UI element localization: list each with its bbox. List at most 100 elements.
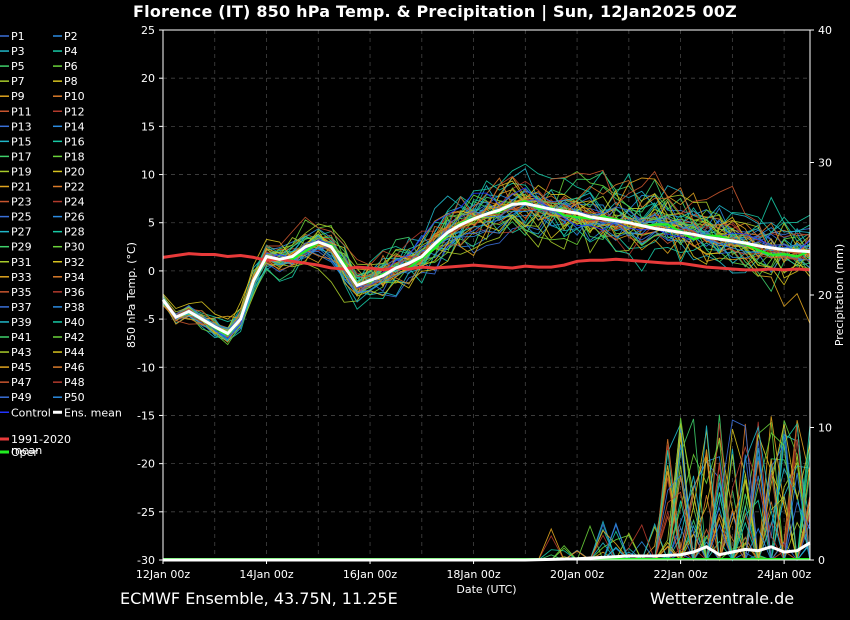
legend-label: P20 [64,165,85,178]
x-tick-label: 22Jan 00z [653,568,707,581]
legend-label: P29 [11,241,32,254]
legend-label: P25 [11,211,32,224]
y-tick-label: 15 [141,120,155,133]
legend-label: P43 [11,346,32,359]
x-tick-label: 20Jan 00z [550,568,604,581]
legend-label: P24 [64,196,85,209]
legend-label: P38 [64,301,85,314]
legend-label: P22 [64,181,85,194]
y2-axis-label: Precipitation (mm) [833,244,846,346]
legend-label: P27 [11,226,32,239]
legend-label: P46 [64,361,85,374]
legend-label: P47 [11,376,32,389]
legend-label: P48 [64,376,85,389]
legend-label: P30 [64,241,85,254]
x-tick-label: 14Jan 00z [239,568,293,581]
legend-label: P12 [64,105,85,118]
x-tick-label: 12Jan 00z [136,568,190,581]
y-tick-label: 10 [141,169,155,182]
legend-label: P41 [11,331,32,344]
x-tick-label: 16Jan 00z [343,568,397,581]
legend-label: P4 [64,45,78,58]
legend-label: P10 [64,90,85,103]
y-tick-label: -25 [137,506,155,519]
legend-label: P7 [11,75,25,88]
grid-lines [162,29,810,561]
y2-tick-label: 20 [818,289,832,302]
y2-tick-label: 40 [818,24,832,37]
y-tick-label: -10 [137,361,155,374]
precipitation-series [163,414,811,562]
legend-label: P39 [11,316,32,329]
legend-label: P34 [64,271,85,284]
member-line [162,193,811,333]
legend-label: Control [11,406,51,419]
x-tick-label: 18Jan 00z [446,568,500,581]
legend-label: P26 [64,211,85,224]
legend-label: P13 [11,120,32,133]
member-line [162,170,811,341]
x-axis-label: Date (UTC) [456,583,516,596]
member-line [162,180,811,320]
legend-label: mean [11,444,42,457]
member-precip-line [163,440,811,561]
model-info: ECMWF Ensemble, 43.75N, 11.25E [120,589,398,608]
legend-label: P16 [64,135,85,148]
member-line [162,169,811,335]
x-tick-label: 24Jan 00z [757,568,811,581]
member-line [162,170,811,323]
legend-label: Ens. mean [64,406,122,419]
legend-label: P21 [11,181,32,194]
y-tick-label: -15 [137,409,155,422]
member-line [162,192,811,341]
legend-label: P1 [11,30,25,43]
legend-label: P40 [64,316,85,329]
member-line [162,196,811,342]
legend-label: P19 [11,165,32,178]
source-credit: Wetterzentrale.de [650,589,795,608]
y-tick-label: 25 [141,24,155,37]
legend-label: P45 [11,361,32,374]
legend-label: P11 [11,105,32,118]
legend-label: P15 [11,135,32,148]
legend-label: P31 [11,256,32,269]
legend-label: P36 [64,286,85,299]
y-tick-label: -20 [137,458,155,471]
legend-label: P2 [64,30,78,43]
y-tick-label: 20 [141,72,155,85]
legend-label: P49 [11,391,32,404]
legend-label: P50 [64,391,85,404]
ensemble-members [162,163,811,346]
member-line [162,176,811,324]
legend-label: P5 [11,60,25,73]
legend-label: P37 [11,301,32,314]
legend-label: P8 [64,75,78,88]
legend-label: P44 [64,346,85,359]
y2-tick-label: 0 [818,554,825,567]
legend-label: P42 [64,331,85,344]
legend-label: 1991-2020 [11,433,71,446]
legend-label: P28 [64,226,85,239]
member-line [162,177,811,343]
legend-label: P32 [64,256,85,269]
legend-label: P17 [11,150,32,163]
legend-label: P18 [64,150,85,163]
legend-label: P35 [11,286,32,299]
plot-border [162,29,811,561]
y-tick-label: -30 [137,554,155,567]
axes: 25 20 15 10 5 0 -5 -10 -15 -20 -25 -30 40 30 20 10 0 12Ja… [125,24,846,596]
legend-label: P33 [11,271,32,284]
y2-tick-label: 10 [818,422,832,435]
chart-title: Florence (IT) 850 hPa Temp. & Precipitat… [133,2,737,21]
y2-tick-label: 30 [818,157,832,170]
climatology-line [162,252,811,272]
y-tick-label: 0 [148,265,155,278]
member-line [162,209,811,337]
y-tick-label: -5 [144,313,155,326]
plot-frame [162,29,811,561]
y-axis-label: 850 hPa Temp. (°C) [125,242,138,348]
ensemble-mean-line [161,201,811,336]
legend-label: P3 [11,45,25,58]
legend: P1 P2 P3 P4 P5 P6 P7 P8 P9 P10 P11 P12 P13 P14 P15 P16 P… [0,30,122,459]
